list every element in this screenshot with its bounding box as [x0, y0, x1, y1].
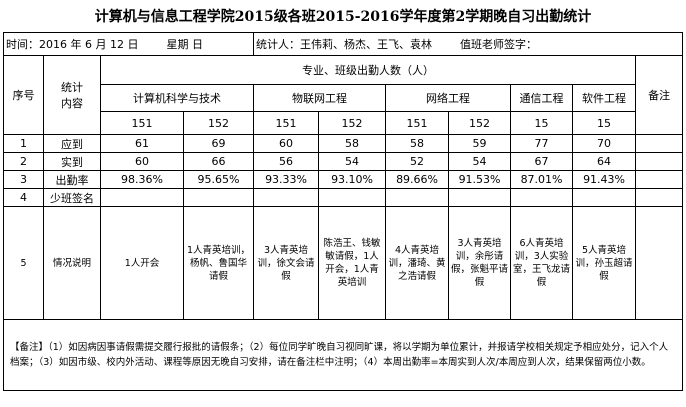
value-cell: 93.33%	[253, 170, 320, 189]
row-label: 情况说明	[43, 206, 101, 320]
data-row: 5 情况说明 1人开会 1人青英培训，杨帆、鲁国华请假 3人青英培训，徐文会请假 陈浩王、…	[3, 206, 684, 320]
header-cell: 备注	[635, 55, 684, 135]
value-cell: 4人青英培训，潘琦、黄之浩请假	[385, 206, 450, 320]
value-cell: 70	[572, 134, 637, 153]
value-cell: 93.10%	[318, 170, 387, 189]
class-name: 151	[253, 111, 320, 135]
major-row: 计算机科学与技术 物联网工程 网络工程 通信工程 软件工程	[4, 84, 683, 112]
value-cell: 56	[253, 152, 320, 171]
data-row: 1 应到 61 69 60 58 58 59 77 70	[3, 134, 684, 153]
row-label: 出勤率	[43, 170, 101, 189]
value-cell: 67	[510, 152, 574, 171]
class-name: 152	[448, 111, 512, 135]
value-cell: 64	[572, 152, 637, 171]
value-cell	[100, 188, 184, 207]
value-cell: 1人开会	[100, 206, 184, 320]
class-name: 15	[572, 111, 637, 135]
weekday: 星期 日	[166, 38, 203, 51]
row-label: 应到	[43, 134, 101, 153]
remark-cell	[635, 188, 684, 207]
class-row: 151 152 151 152 151 152 15 15	[4, 111, 683, 135]
value-cell	[182, 188, 255, 207]
value-cell	[510, 188, 574, 207]
data-row: 4 少班签名	[3, 188, 684, 207]
value-cell: 58	[385, 134, 450, 153]
class-name: 152	[182, 111, 255, 135]
header-cell: 序号	[3, 55, 44, 135]
value-cell: 69	[182, 134, 255, 153]
header-row: 序号 统计内容 专业、班级出勤人数（人） 备注	[3, 55, 684, 135]
table-body: 时间：2016 年 6 月 12 日 星期 日 统计人：王伟莉、杨杰、王飞、袁林 值…	[2, 32, 684, 391]
row-index: 2	[3, 152, 44, 171]
class-name: 151	[385, 111, 450, 135]
major-name: 通信工程	[510, 84, 574, 112]
header-cell: 专业、班级出勤人数（人）	[99, 55, 637, 85]
remark-cell	[635, 206, 684, 320]
major-name: 网络工程	[385, 84, 512, 112]
class-name: 151	[100, 111, 184, 135]
row-index: 4	[3, 188, 44, 207]
class-name: 15	[510, 111, 574, 135]
value-cell: 77	[510, 134, 574, 153]
remark-cell	[635, 152, 684, 171]
title: 计算机与信息工程学院2015级各班2015-2016学年度第2学期晚自习出勤统计	[94, 9, 592, 25]
value-cell: 3人青英培训，徐文会请假	[253, 206, 320, 320]
data-row: 2 实到 60 66 56 54 52 54 67 64	[3, 152, 684, 171]
value-cell: 54	[448, 152, 512, 171]
value-cell: 87.01%	[510, 170, 574, 189]
row-index: 5	[3, 206, 44, 320]
row-index: 3	[3, 170, 44, 189]
remark-cell	[635, 134, 684, 153]
row-index: 1	[3, 134, 44, 153]
note: 【备注】（1）如因病因事请假需提交履行报批的请假条；（2）每位同学旷晚自习视同旷…	[2, 319, 684, 391]
info-cell: 时间：2016 年 6 月 12 日 星期 日	[2, 32, 255, 56]
teacher-sign: 值班老师签字：	[460, 38, 538, 51]
value-cell: 95.65%	[182, 170, 255, 189]
date: 时间：2016 年 6 月 12 日	[6, 38, 139, 51]
value-cell: 91.43%	[572, 170, 637, 189]
row-label: 实到	[43, 152, 101, 171]
value-cell	[318, 188, 387, 207]
value-cell: 3人青英培训，余彤请假，张魁平请假	[448, 206, 512, 320]
row-label: 少班签名	[43, 188, 101, 207]
value-cell: 91.53%	[448, 170, 512, 189]
value-cell: 陈浩王、钱敏敏请假，1人开会，1人青英培训	[318, 206, 387, 320]
major-name: 软件工程	[572, 84, 637, 112]
major-name: 计算机科学与技术	[99, 84, 255, 112]
value-cell	[448, 188, 512, 207]
value-cell: 61	[100, 134, 184, 153]
value-cell	[385, 188, 450, 207]
value-cell	[572, 188, 637, 207]
value-cell: 66	[182, 152, 255, 171]
stats-by: 统计人：王伟莉、杨杰、王飞、袁林	[256, 38, 433, 51]
remark-cell	[635, 170, 684, 189]
note-row: 【备注】（1）如因病因事请假需提交履行报批的请假条；（2）每位同学旷晚自习视同旷…	[2, 319, 684, 391]
value-cell: 98.36%	[100, 170, 184, 189]
data-row: 3 出勤率 98.36% 95.65% 93.33% 93.10% 89.66% 91.53%…	[3, 170, 684, 189]
value-cell: 6人青英培训，3人实验室，王飞龙请假	[510, 206, 574, 320]
class-name: 152	[318, 111, 387, 135]
info-cell: 统计人：王伟莉、杨杰、王飞、袁林 值班老师签字：	[253, 32, 684, 56]
value-cell: 60	[100, 152, 184, 171]
value-cell: 1人青英培训，杨帆、鲁国华请假	[182, 206, 255, 320]
value-cell: 60	[253, 134, 320, 153]
value-cell: 59	[448, 134, 512, 153]
value-cell	[253, 188, 320, 207]
value-cell: 54	[318, 152, 387, 171]
info-row: 时间：2016 年 6 月 12 日 星期 日 统计人：王伟莉、杨杰、王飞、袁林 值…	[2, 32, 684, 56]
value-cell: 89.66%	[385, 170, 450, 189]
value-cell: 5人青英培训，孙玉超请假	[572, 206, 637, 320]
attendance-table: 时间：2016 年 6 月 12 日 星期 日 统计人：王伟莉、杨杰、王飞、袁林 值…	[2, 32, 684, 391]
header-cell: 统计内容	[43, 55, 101, 135]
value-cell: 58	[318, 134, 387, 153]
major-name: 物联网工程	[253, 84, 387, 112]
value-cell: 52	[385, 152, 450, 171]
